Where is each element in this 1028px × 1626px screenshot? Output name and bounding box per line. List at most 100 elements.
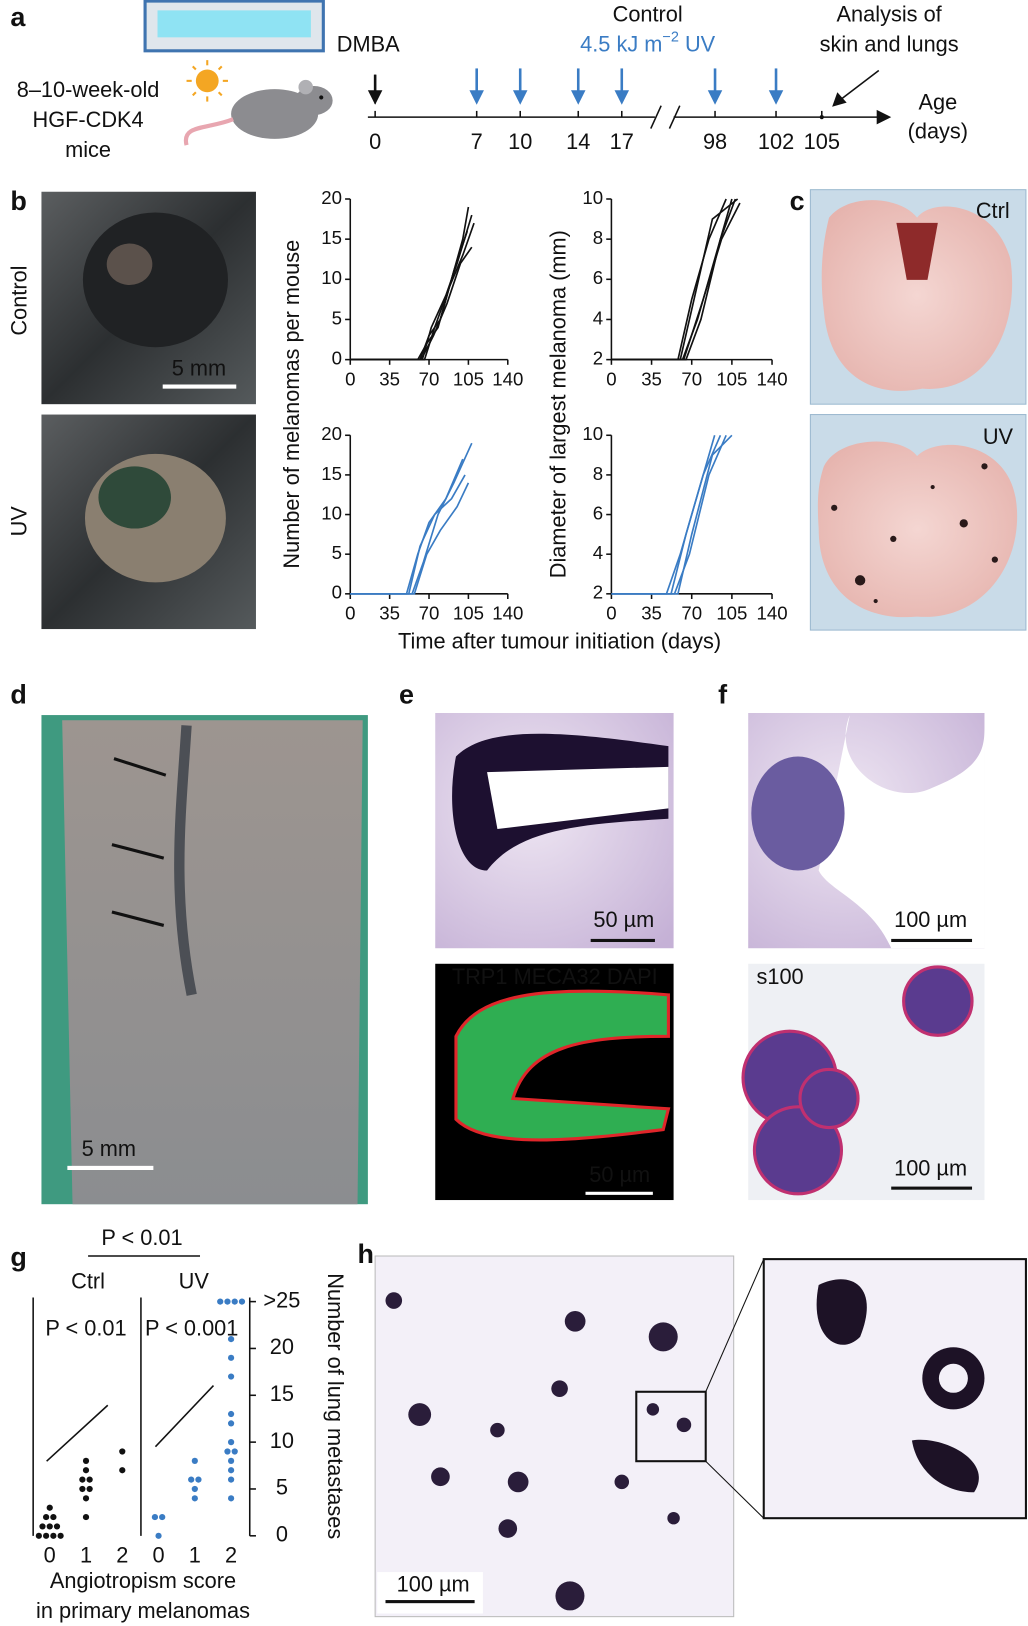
photo-h-zoom — [762, 1258, 1027, 1520]
point — [227, 1373, 235, 1380]
tick-label: 98 — [703, 129, 727, 154]
x-tick-label: 70 — [681, 602, 702, 623]
line — [350, 246, 473, 361]
panel-label: f — [718, 680, 728, 710]
panel-label: c — [790, 186, 805, 216]
point — [188, 1476, 195, 1483]
scale-bar — [585, 1191, 653, 1195]
panel-label: a — [10, 2, 26, 32]
metastases — [385, 1292, 692, 1611]
point — [238, 1298, 246, 1305]
scale-bar — [590, 938, 655, 943]
y-axis-label: Number of lung metastases — [323, 1273, 348, 1539]
stain-label: s100 — [756, 964, 803, 989]
point — [227, 1335, 235, 1343]
ulcer — [106, 243, 153, 286]
line — [350, 458, 464, 595]
group-label: Ctrl — [71, 1269, 105, 1294]
scale-bar — [385, 1600, 475, 1604]
x-axis-label: Time after tumour initiation (days) — [398, 628, 721, 653]
analysis-arrow-head — [832, 92, 847, 107]
metastases — [831, 463, 998, 604]
point — [195, 1476, 202, 1483]
line — [611, 198, 733, 361]
sun-icon — [195, 69, 219, 93]
dmba-label: DMBA — [337, 31, 400, 56]
point — [86, 1485, 93, 1493]
arrow-head — [570, 90, 586, 105]
zoom-line — [705, 1258, 765, 1392]
point — [39, 1523, 46, 1530]
y-tick-label: 10 — [321, 502, 342, 523]
point — [227, 1420, 235, 1427]
x-tick-label: 105 — [453, 368, 484, 389]
x-tick-label: 140 — [756, 368, 787, 389]
panel-label: g — [10, 1242, 26, 1272]
vessel — [174, 725, 197, 996]
point — [224, 1448, 231, 1455]
mouse-icon — [183, 79, 333, 146]
point — [231, 1298, 238, 1305]
p-value: P < 0.01 — [45, 1315, 126, 1340]
uv-unit: UV — [679, 31, 716, 56]
point — [227, 1476, 235, 1483]
y-tick-label: 10 — [321, 267, 342, 288]
lung — [821, 200, 1013, 391]
arrow-head — [367, 90, 383, 105]
point — [151, 1513, 159, 1521]
point — [227, 1354, 235, 1361]
x-tick-label: 70 — [419, 602, 440, 623]
image-label: UV — [983, 424, 1014, 449]
y-tick-label: 5 — [332, 542, 342, 563]
point — [191, 1485, 198, 1493]
point — [46, 1504, 53, 1511]
point — [227, 1439, 235, 1446]
scale-bar — [891, 1186, 973, 1190]
row-label: UV — [6, 506, 31, 537]
point — [191, 1495, 198, 1502]
panel-label: h — [358, 1239, 374, 1269]
scale-bar — [891, 938, 973, 943]
sun-rays — [186, 60, 228, 102]
arrow-head — [768, 90, 784, 105]
trend-line — [154, 1385, 215, 1448]
metastases — [816, 1279, 985, 1493]
row-label: Control — [6, 265, 31, 335]
x-tick-label: 1 — [189, 1542, 201, 1567]
point — [119, 1467, 126, 1474]
point — [43, 1513, 50, 1521]
lung — [817, 441, 1018, 618]
x-tick-label: 105 — [453, 602, 484, 623]
analysis-arrow-shaft — [838, 69, 880, 102]
stain-label: DAPI — [607, 964, 658, 989]
control-label: Control — [613, 1, 683, 26]
arrow-head — [614, 90, 630, 105]
zoom-line — [705, 1460, 765, 1519]
y-tick-label: 6 — [593, 502, 603, 523]
scale-bar-label: 50 µm — [589, 1162, 650, 1187]
x-tick-label: 2 — [116, 1542, 128, 1567]
y-tick-label: 5 — [276, 1475, 288, 1500]
uv-dose: 4.5 kJ m — [580, 31, 662, 56]
mice-label: mice — [65, 137, 111, 162]
analysis-label: Analysis of — [837, 1, 943, 26]
stained-cells — [454, 989, 671, 1142]
x-tick-label: 0 — [152, 1542, 164, 1567]
x-tick-label: 1 — [80, 1542, 92, 1567]
line — [611, 202, 741, 361]
stain-label: MECA32 — [514, 964, 601, 989]
tick-label: 17 — [610, 129, 634, 154]
x-tick-label: 0 — [345, 368, 355, 389]
y-tick-label: 4 — [593, 542, 603, 563]
lamp-tubes — [157, 10, 311, 38]
y-tick-label: 10 — [270, 1428, 294, 1453]
point — [224, 1298, 231, 1305]
y-axis-label: Number of melanomas per mouse — [279, 240, 304, 569]
arrow-head — [469, 90, 484, 105]
tumour — [82, 212, 228, 348]
point — [82, 1513, 90, 1521]
x-tick-label: 140 — [492, 602, 523, 623]
x-tick-label: 0 — [606, 602, 616, 623]
arrow-head — [512, 90, 528, 105]
scale-bar-label: 5 mm — [82, 1136, 136, 1161]
